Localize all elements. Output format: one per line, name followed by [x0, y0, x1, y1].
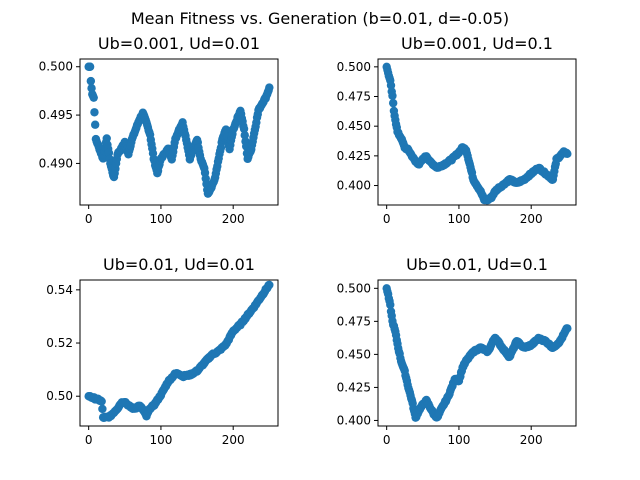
y-tick-label: 0.475: [337, 314, 371, 328]
y-tick-label: 0.500: [337, 60, 371, 74]
data-point: [102, 134, 111, 143]
y-tick-label: 0.52: [46, 336, 73, 350]
y-tick-label: 0.490: [39, 156, 73, 170]
y-tick-label: 0.500: [39, 60, 73, 74]
data-point: [265, 280, 274, 290]
subplot-grid: Ub=0.001, Ud=0.010 100 2000.4900.4950.500U…: [39, 34, 577, 447]
data-point: [240, 131, 249, 140]
y-tick-label: 0.450: [337, 347, 371, 361]
x-tick-label: 100: [149, 212, 172, 226]
y-tick-label: 0.475: [337, 90, 371, 104]
data-point: [98, 404, 107, 414]
data-point: [563, 324, 572, 333]
data-point: [90, 120, 100, 129]
scatter-points: [84, 62, 274, 198]
axes-frame: [79, 58, 279, 206]
x-tick-label: 0: [383, 433, 391, 447]
data-point: [563, 149, 572, 159]
data-point: [388, 98, 398, 108]
data-point: [89, 93, 98, 102]
subplot-2: Ub=0.001, Ud=0.1 0 100 200 0.400 0.425 0.450 0.…: [337, 34, 577, 226]
subplot-title: Ub=0.01, Ud=0.1: [406, 255, 548, 274]
x-tick-label: 200: [222, 433, 245, 447]
x-tick-label: 0: [85, 212, 93, 226]
x-tick-label: 200: [520, 212, 543, 226]
scatter-points: [84, 280, 274, 423]
subplot-4: Ub=0.01, Ud=0.1 0 100 200 0.400 0.425 0.450 0.4…: [337, 255, 577, 447]
figure-suptitle: Mean Fitness vs. Generation (b=0.01, d=-…: [131, 9, 509, 28]
x-tick-label: 0: [383, 212, 391, 226]
x-tick-label: 200: [222, 212, 245, 226]
data-point: [104, 148, 114, 158]
data-point: [85, 62, 95, 71]
y-tick-label: 0.400: [337, 179, 371, 193]
y-tick-label: 0.425: [337, 149, 371, 163]
y-tick-label: 0.54: [46, 283, 73, 297]
y-tick-label: 0.400: [337, 413, 371, 427]
data-point: [386, 300, 395, 309]
data-point: [239, 124, 249, 134]
axes-frame: [79, 279, 279, 427]
subplot-1: Ub=0.001, Ud=0.01 0 100 200 0.490 0.495 0.500: [39, 34, 279, 226]
subplot-title: Ub=0.01, Ud=0.01: [103, 255, 255, 274]
scatter-points: [382, 284, 572, 422]
x-tick-label: 200: [520, 433, 543, 447]
data-point: [265, 83, 274, 92]
x-tick-label: 100: [149, 433, 172, 447]
y-tick-label: 0.450: [337, 119, 371, 133]
y-tick-label: 0.500: [337, 281, 371, 295]
x-tick-label: 100: [447, 433, 470, 447]
data-point: [90, 108, 99, 117]
axes-frame: [377, 279, 577, 427]
data-point: [388, 91, 397, 100]
x-tick-label: 100: [447, 212, 470, 226]
x-tick-label: 0: [85, 433, 93, 447]
y-tick-label: 0.495: [39, 108, 73, 122]
subplot-title: Ub=0.001, Ud=0.1: [401, 34, 553, 53]
axes-frame: [377, 58, 577, 206]
subplot-3: Ub=0.01, Ud=0.01 0 100 200 0.50 0.52 0.54: [46, 255, 279, 447]
data-point: [386, 81, 396, 90]
y-tick-label: 0.425: [337, 380, 371, 394]
subplot-title: Ub=0.001, Ud=0.01: [98, 34, 260, 53]
y-tick-label: 0.50: [46, 389, 73, 403]
data-point: [97, 397, 106, 406]
scatter-points: [382, 62, 572, 205]
data-point: [86, 76, 96, 86]
